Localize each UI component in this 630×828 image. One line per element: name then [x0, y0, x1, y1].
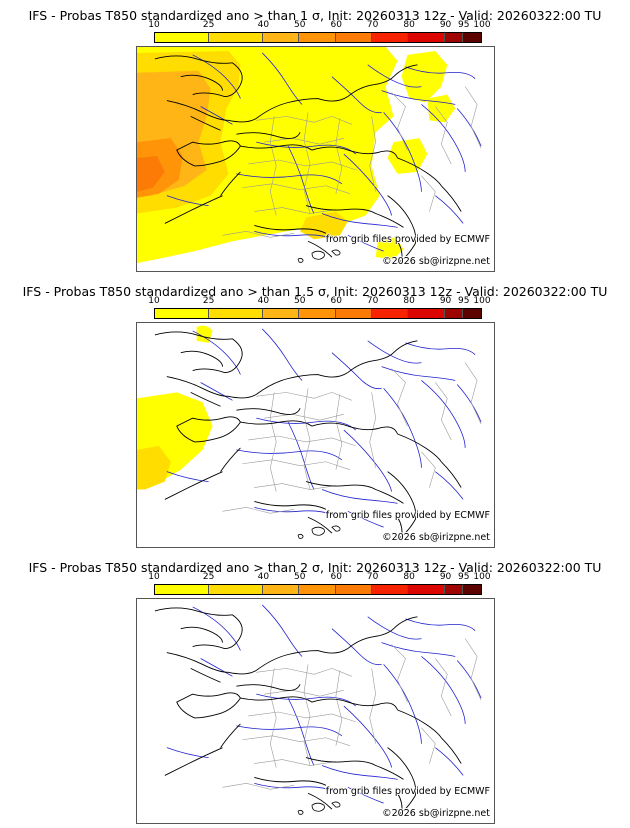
colorbar-tick-80: 80 [403, 296, 415, 306]
colorbar-segment-50-60 [299, 309, 336, 318]
colorbar-tick-25: 25 [202, 296, 215, 306]
colorbar-tick-60: 60 [330, 296, 342, 306]
admin-borders-layer [222, 638, 482, 790]
colorbar-segment-90-95 [444, 33, 464, 42]
islands-layer [297, 525, 341, 539]
colorbar-segment-80-90 [408, 33, 445, 42]
colorbar-tick-95: 95 [458, 572, 470, 582]
colorbar-segment-10-25 [155, 33, 209, 42]
islands-layer [297, 801, 341, 815]
colorbar-tick-10: 10 [148, 572, 160, 582]
colorbar-1sigma: 10 25 40 50 60 70 80 90 95 100 [148, 20, 491, 44]
colorbar-gradient [154, 32, 482, 43]
colorbar-tick-80: 80 [403, 20, 415, 30]
forecast-panel-1sigma: IFS - Probas T850 standardized ano > tha… [0, 0, 630, 276]
colorbar-segment-95-100 [463, 309, 481, 318]
colorbar-tick-100: 100 [473, 296, 491, 306]
colorbar-tick-90: 90 [439, 572, 452, 582]
colorbar-tick-90: 90 [439, 20, 452, 30]
colorbar-segment-90-95 [444, 585, 464, 594]
map-frame-1p5sigma[interactable]: from grib files provided by ECMWF ©2026 … [136, 322, 495, 548]
colorbar-tick-40: 40 [257, 20, 270, 30]
map-canvas-1p5sigma [137, 325, 482, 540]
coastline-layer [154, 331, 462, 540]
attribution-source: from grib files provided by ECMWF [325, 786, 490, 797]
colorbar-tick-60: 60 [330, 20, 342, 30]
colorbar-tick-40: 40 [257, 572, 270, 582]
colorbar-segment-50-60 [299, 33, 336, 42]
colorbar-tick-40: 40 [257, 296, 270, 306]
forecast-panel-2sigma: IFS - Probas T850 standardized ano > tha… [0, 552, 630, 828]
coastline-layer [154, 607, 462, 816]
colorbar-tick-100: 100 [473, 572, 491, 582]
colorbar-tick-70: 70 [366, 20, 379, 30]
colorbar-segment-25-40 [209, 585, 263, 594]
colorbar-tick-95: 95 [458, 296, 470, 306]
islands-layer [297, 249, 341, 263]
rivers-layer [166, 328, 482, 528]
colorbar-tick-50: 50 [294, 572, 306, 582]
colorbar-tick-70: 70 [366, 296, 379, 306]
colorbar-segment-40-50 [263, 585, 300, 594]
colorbar-ticks: 10 25 40 50 60 70 80 90 95 100 [148, 296, 490, 308]
colorbar-segment-80-90 [408, 309, 445, 318]
colorbar-ticks: 10 25 40 50 60 70 80 90 95 100 [148, 20, 490, 32]
colorbar-gradient [154, 584, 482, 595]
panel-title: IFS - Probas T850 standardized ano > tha… [22, 284, 608, 299]
colorbar-tick-100: 100 [473, 20, 491, 30]
colorbar-tick-10: 10 [148, 20, 160, 30]
map-frame-1sigma[interactable]: from grib files provided by ECMWF ©2026 … [136, 46, 495, 272]
colorbar-gradient [154, 308, 482, 319]
colorbar-segment-40-50 [263, 309, 300, 318]
colorbar-segment-10-25 [155, 585, 209, 594]
colorbar-tick-70: 70 [366, 572, 379, 582]
colorbar-segment-70-80 [371, 309, 409, 318]
attribution-source: from grib files provided by ECMWF [325, 234, 490, 245]
colorbar-tick-25: 25 [202, 20, 215, 30]
probability-shading [137, 47, 456, 264]
coastline-layer [154, 55, 462, 264]
colorbar-segment-90-95 [444, 309, 464, 318]
forecast-panel-1p5sigma: IFS - Probas T850 standardized ano > tha… [0, 276, 630, 552]
colorbar-segment-40-50 [263, 33, 300, 42]
probability-shading [137, 325, 213, 490]
colorbar-tick-90: 90 [439, 296, 452, 306]
colorbar-tick-60: 60 [330, 572, 342, 582]
colorbar-segment-10-25 [155, 309, 209, 318]
colorbar-segment-60-70 [335, 585, 372, 594]
colorbar-segment-25-40 [209, 33, 263, 42]
colorbar-segment-80-90 [408, 585, 445, 594]
panel-title: IFS - Probas T850 standardized ano > tha… [28, 8, 602, 23]
colorbar-tick-25: 25 [202, 572, 215, 582]
panel-title: IFS - Probas T850 standardized ano > tha… [28, 560, 602, 575]
colorbar-tick-50: 50 [294, 20, 306, 30]
map-canvas-1sigma [137, 47, 482, 264]
colorbar-tick-10: 10 [148, 296, 160, 306]
colorbar-segment-60-70 [335, 309, 372, 318]
colorbar-segment-50-60 [299, 585, 336, 594]
colorbar-ticks: 10 25 40 50 60 70 80 90 95 100 [148, 572, 490, 584]
map-frame-2sigma[interactable]: from grib files provided by ECMWF ©2026 … [136, 598, 495, 824]
colorbar-tick-80: 80 [403, 572, 415, 582]
attribution-source: from grib files provided by ECMWF [325, 510, 490, 521]
colorbar-segment-95-100 [463, 33, 481, 42]
colorbar-tick-50: 50 [294, 296, 306, 306]
colorbar-segment-95-100 [463, 585, 481, 594]
admin-borders-layer [222, 86, 482, 238]
map-canvas-2sigma [154, 604, 482, 816]
attribution-copyright: ©2026 sb@irizpne.net [382, 532, 490, 543]
colorbar-segment-25-40 [209, 309, 263, 318]
rivers-layer [166, 604, 482, 804]
colorbar-tick-95: 95 [458, 20, 470, 30]
attribution-copyright: ©2026 sb@irizpne.net [382, 256, 490, 267]
colorbar-segment-70-80 [371, 585, 409, 594]
colorbar-1p5sigma: 10 25 40 50 60 70 80 90 95 100 [148, 296, 491, 320]
attribution-copyright: ©2026 sb@irizpne.net [382, 808, 490, 819]
admin-borders-layer [222, 362, 482, 514]
colorbar-segment-70-80 [371, 33, 409, 42]
colorbar-segment-60-70 [335, 33, 372, 42]
colorbar-2sigma: 10 25 40 50 60 70 80 90 95 100 [148, 572, 491, 596]
